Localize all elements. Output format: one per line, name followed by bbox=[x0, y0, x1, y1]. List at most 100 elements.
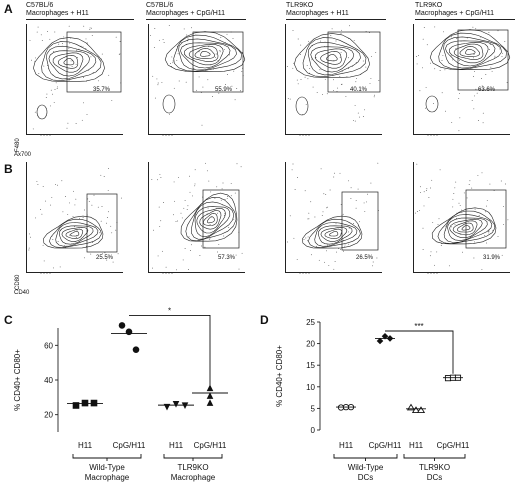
facs-plot-b1-event-dot bbox=[69, 202, 70, 204]
facs-plot-b3-event-dot bbox=[353, 223, 355, 224]
facs-plot-b4-event-dot bbox=[477, 174, 479, 176]
facs-plot-a1-event-dot bbox=[38, 73, 40, 74]
facs-plot-b4-event-dot bbox=[474, 208, 476, 210]
chart-d-group-label-line2: DCs bbox=[358, 473, 374, 482]
facs-plot-a4-event-dot bbox=[441, 92, 443, 94]
facs-plot-b1-event-dot bbox=[97, 206, 99, 208]
facs-plot-a4-event-dot bbox=[504, 41, 506, 42]
facs-plot-b4 bbox=[413, 162, 510, 274]
facs-plot-b3-event-dot bbox=[377, 162, 379, 164]
facs-plot-b3-event-dot bbox=[359, 221, 361, 223]
facs-plot-a1-event-dot bbox=[53, 51, 55, 52]
facs-plot-b3-event-dot bbox=[350, 187, 352, 189]
facs-plot-a3-event-dot bbox=[312, 86, 314, 88]
facs-plot-b3-event-dot bbox=[329, 189, 331, 191]
facs-plot-a2-event-dot bbox=[215, 56, 217, 58]
facs-plot-b2-event-dot bbox=[201, 245, 202, 247]
chart-c-group-label-line1: TLR9KO bbox=[177, 463, 208, 472]
chart-d-x-tick-label: H11 bbox=[409, 441, 424, 450]
facs-plot-a2-event-dot bbox=[171, 56, 173, 58]
facs-plot-a2-contour bbox=[164, 31, 246, 73]
facs-plot-b2-event-dot bbox=[233, 218, 235, 220]
facs-plot-a1-event-dot bbox=[63, 36, 65, 38]
chart-c-group-bracket bbox=[163, 454, 223, 459]
facs-plot-a2-event-dot bbox=[154, 28, 156, 29]
facs-plot-a3-event-dot bbox=[364, 109, 366, 111]
facs-plot-a4-event-dot bbox=[459, 117, 461, 119]
facs-plot-a2-event-dot bbox=[215, 53, 217, 55]
facs-plot-b2-event-dot bbox=[189, 191, 191, 193]
facs-plot-a2-event-dot bbox=[153, 47, 155, 49]
facs-plot-b2-event-dot bbox=[153, 229, 154, 231]
facs-plot-a2-event-dot bbox=[177, 53, 179, 55]
panel-letter-d: D bbox=[260, 313, 269, 327]
facs-plot-a1-event-dot bbox=[50, 89, 52, 91]
facs-plot-a2-event-dot bbox=[162, 39, 164, 41]
facs-plot-b4-event-dot bbox=[437, 223, 439, 225]
facs-plot-b4-event-dot bbox=[440, 245, 442, 246]
facs-plot-a1-contour bbox=[48, 50, 90, 77]
facs-plot-a3-event-dot bbox=[331, 28, 333, 30]
facs-plot-b4-event-dot bbox=[438, 218, 440, 220]
facs-plot-b2-contour bbox=[191, 201, 235, 240]
facs-plot-a1-event-dot bbox=[29, 39, 31, 41]
chart-d-group-label-line1: TLR9KO bbox=[419, 463, 450, 472]
facs-plot-b4-event-dot bbox=[473, 241, 475, 243]
facs-plot-b2-event-dot bbox=[234, 192, 236, 194]
facs-plot-b3-event-dot bbox=[350, 198, 352, 200]
facs-plot-a3-event-dot bbox=[297, 38, 299, 40]
facs-plot-a4-dots bbox=[415, 26, 508, 132]
facs-plot-a1-event-dot bbox=[47, 65, 48, 66]
facs-plot-a2-event-dot bbox=[161, 81, 163, 83]
facs-plot-b3-event-dot bbox=[367, 193, 369, 195]
facs-plot-a4-event-dot bbox=[451, 36, 452, 38]
facs-plot-b1 bbox=[26, 162, 123, 274]
facs-plot-a1-event-dot bbox=[67, 122, 69, 124]
facs-plot-a1-contour bbox=[33, 37, 105, 82]
facs-plot-a4-event-dot bbox=[501, 56, 503, 58]
facs-plot-a4-event-dot bbox=[458, 130, 460, 132]
facs-plot-b3-gate bbox=[341, 191, 379, 251]
facs-plot-b4-event-dot bbox=[453, 193, 455, 194]
facs-plot-a3-event-dot bbox=[370, 77, 372, 79]
facs-plot-a1-event-dot bbox=[37, 26, 39, 28]
facs-plot-a2-event-dot bbox=[169, 113, 170, 115]
facs-plot-a3-event-dot bbox=[322, 93, 323, 95]
facs-plot-b4-event-dot bbox=[481, 172, 483, 174]
facs-plot-a1-event-dot bbox=[32, 128, 34, 130]
facs-plot-b1-event-dot bbox=[37, 184, 39, 186]
chart-c-significance-bracket bbox=[129, 314, 211, 389]
facs-plot-b4-event-dot bbox=[463, 192, 465, 194]
facs-plot-b1-event-dot bbox=[45, 200, 47, 202]
facs-plot-b4-contour bbox=[452, 220, 478, 236]
facs-plot-a3-event-dot bbox=[287, 97, 289, 99]
facs-plot-a1-event-dot bbox=[57, 86, 58, 88]
facs-plot-b3-contour bbox=[308, 218, 361, 248]
row-b-x-axis-label: CD40 bbox=[14, 290, 30, 296]
facs-plot-a1-contour bbox=[46, 45, 97, 80]
facs-plot-b1-event-dot bbox=[82, 217, 84, 219]
facs-plot-a3-contour bbox=[307, 41, 361, 76]
facs-plot-a3-event-dot bbox=[373, 96, 375, 98]
facs-plot-a3 bbox=[285, 24, 382, 136]
facs-plot-a3-event-dot bbox=[348, 68, 349, 69]
facs-plot-a4-event-dot bbox=[506, 81, 508, 83]
facs-plot-b2-event-dot bbox=[230, 182, 232, 184]
facs-plot-a1-event-dot bbox=[68, 79, 70, 81]
facs-plot-a2-event-dot bbox=[226, 74, 228, 75]
facs-plot-b4-event-dot bbox=[507, 219, 509, 221]
facs-plot-b1-event-dot bbox=[28, 233, 30, 235]
facs-plot-b1-contour bbox=[61, 226, 89, 242]
facs-plot-a4-event-dot bbox=[490, 66, 492, 68]
facs-plot-b2-event-dot bbox=[236, 163, 238, 165]
facs-plot-a4-event-dot bbox=[445, 110, 446, 112]
facs-plot-b2-event-dot bbox=[159, 225, 161, 227]
facs-plot-a1-event-dot bbox=[89, 29, 91, 31]
facs-plot-a1-contour bbox=[52, 52, 84, 73]
facs-plot-a3-event-dot bbox=[339, 75, 341, 77]
facs-plot-b1-event-dot bbox=[104, 252, 106, 254]
facs-plot-b3 bbox=[285, 162, 382, 274]
facs-plot-a4-contour bbox=[459, 46, 481, 57]
facs-plot-b3-event-dot bbox=[348, 180, 350, 182]
facs-plot-b1-dots bbox=[28, 168, 122, 269]
